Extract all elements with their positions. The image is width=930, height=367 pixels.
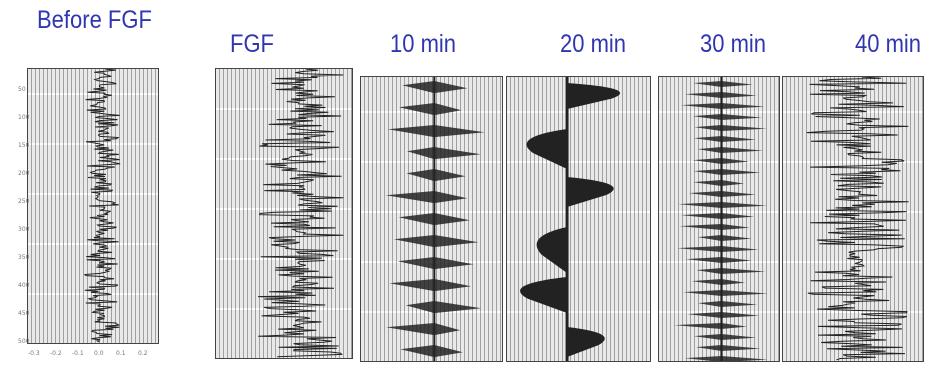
panel-title-10-min: 10 min [390,28,457,58]
panel-title-before-fgf: Before FGF [37,4,152,34]
panel-title-20-min: 20 min [560,28,627,58]
x-tick-label: -0.2 [50,350,62,357]
y-tick-label: 150 [18,142,30,149]
trace-panel-40-min [782,76,924,362]
y-tick-label: 350 [18,254,30,261]
trace-panel-10-min [360,76,503,362]
y-tick-label: 400 [18,282,30,289]
trace-panel-before-fgf [27,68,159,344]
x-tick-label: -0.3 [28,350,40,357]
y-tick-label: 250 [18,198,30,205]
x-tick-label: -0.1 [72,350,84,357]
x-tick-label: 0.1 [116,350,126,357]
trace-panel-20-min [506,76,651,362]
x-tick-label: 0.0 [94,350,104,357]
y-tick-label: 450 [18,310,30,317]
panel-title-fgf: FGF [230,28,274,58]
y-tick-label: 300 [18,226,30,233]
panel-title-40-min: 40 min [855,28,922,58]
y-tick-label: 50 [18,86,26,93]
y-tick-label: 500 [18,338,30,345]
trace-panel-30-min [658,76,780,362]
trace-panel-fgf [215,68,353,359]
x-tick-label: 0.2 [138,350,148,357]
panel-title-30-min: 30 min [700,28,767,58]
y-tick-label: 200 [18,170,30,177]
y-tick-label: 100 [18,114,30,121]
